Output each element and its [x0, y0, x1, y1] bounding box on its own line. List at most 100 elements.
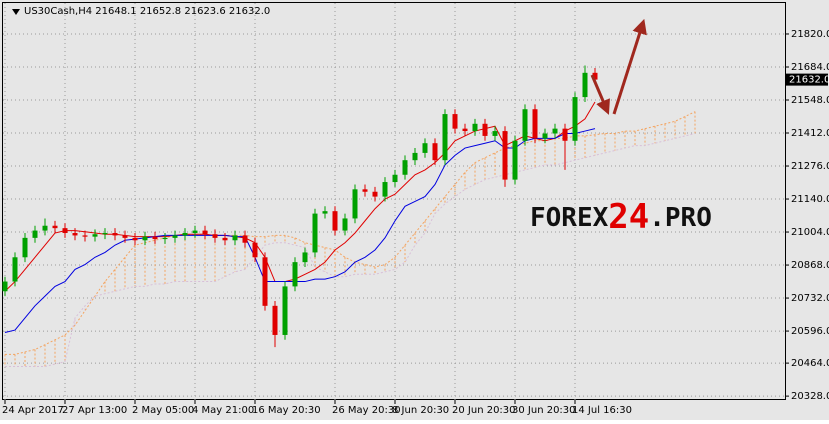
candle-body	[532, 109, 538, 139]
candle-body	[22, 237, 28, 258]
y-tick-label: 21140.0	[791, 194, 829, 205]
x-tick-label: 30 Jun 20:30	[512, 405, 576, 416]
candle-body	[12, 257, 18, 282]
candle-body	[252, 242, 258, 258]
x-tick-label: 26 May 20:30	[332, 405, 401, 416]
symbol-icon	[12, 9, 20, 15]
candle-body	[42, 225, 48, 231]
current-price-label: 21632.0	[789, 75, 829, 86]
candle-body	[502, 131, 508, 180]
candle-body	[492, 131, 498, 136]
y-tick-label: 21820.0	[791, 29, 829, 40]
y-tick-label: 20868.0	[791, 260, 829, 271]
candle-body	[2, 281, 8, 292]
candle-body	[422, 143, 428, 153]
candle-body	[482, 123, 488, 136]
y-tick-label: 20328.0	[791, 391, 829, 402]
candle-body	[512, 140, 518, 180]
candle-body	[192, 230, 198, 234]
candle-body	[272, 305, 278, 335]
candle-body	[62, 228, 68, 234]
candle-body	[412, 152, 418, 161]
y-tick-label: 20464.0	[791, 358, 829, 369]
candle-body	[472, 123, 478, 132]
y-tick-label: 21684.0	[791, 62, 829, 73]
candle-body	[322, 211, 328, 214]
arrow-up	[612, 18, 647, 115]
candle-body	[92, 234, 98, 237]
candle-body	[202, 230, 208, 235]
watermark-part: 24	[608, 197, 649, 237]
x-tick-label: 14 Jul 16:30	[572, 405, 632, 416]
indicator-line	[4, 128, 596, 334]
candle-body	[332, 211, 338, 231]
candle-body	[382, 182, 388, 197]
candle-body	[222, 237, 228, 241]
candle-body	[592, 72, 598, 80]
candle-body	[452, 114, 458, 129]
watermark: FOREX24.PRO	[530, 197, 712, 237]
arrow-down	[590, 74, 610, 115]
candle-body	[32, 230, 38, 238]
candle-body	[312, 213, 318, 253]
y-tick-label: 20732.0	[791, 293, 829, 304]
cloud-span-b	[5, 133, 696, 368]
candle-body	[142, 236, 148, 241]
candle-body	[182, 233, 188, 236]
candle-body	[442, 114, 448, 161]
candle-body	[562, 128, 568, 141]
chart-title: US30Cash,H4 21648.1 21652.8 21623.6 2163…	[24, 6, 270, 17]
candle-body	[352, 189, 358, 219]
candle-body	[432, 143, 438, 161]
candle-layer	[2, 65, 598, 348]
candle-body	[392, 174, 398, 183]
watermark-part: FOREX	[530, 203, 609, 233]
candle-body	[362, 189, 368, 192]
x-tick-label: 16 May 20:30	[252, 405, 321, 416]
y-tick-label: 21004.0	[791, 227, 829, 238]
candle-body	[212, 234, 218, 238]
candle-body	[372, 191, 378, 197]
candle-body	[82, 235, 88, 237]
candle-body	[122, 235, 128, 238]
candle-body	[402, 160, 408, 175]
y-tick-label: 20596.0	[791, 326, 829, 337]
candle-body	[172, 235, 178, 238]
candle-body	[292, 262, 298, 287]
current-price-box	[786, 73, 828, 86]
x-tick-label: 27 Apr 13:00	[62, 405, 127, 416]
candle-body	[112, 233, 118, 236]
y-tick-label: 21412.0	[791, 128, 829, 139]
candle-body	[552, 128, 558, 134]
candle-body	[582, 72, 588, 98]
candle-body	[232, 235, 238, 241]
candle-body	[152, 236, 158, 240]
x-tick-label: 4 May 21:00	[192, 405, 254, 416]
x-tick-label: 8 Jun 20:30	[392, 405, 449, 416]
candle-body	[242, 235, 248, 243]
x-tick-label: 24 Apr 2017	[2, 405, 64, 416]
candle-body	[262, 257, 268, 306]
candle-body	[72, 233, 78, 236]
x-tick-label: 20 Jun 20:30	[452, 405, 516, 416]
candle-body	[102, 233, 108, 235]
candle-body	[342, 218, 348, 231]
candle-body	[132, 237, 138, 241]
candle-body	[52, 225, 58, 229]
candle-body	[542, 133, 548, 139]
x-tick-label: 2 May 05:00	[132, 405, 194, 416]
y-tick-label: 21548.0	[791, 95, 829, 106]
plot-frame	[2, 2, 786, 400]
axis-layer: 21820.0 21684.0 21548.0 21412.0 21276.0 21140…	[2, 29, 829, 416]
watermark-part: .PRO	[649, 203, 712, 233]
candle-body	[302, 252, 308, 263]
y-tick-label: 21276.0	[791, 161, 829, 172]
candle-body	[462, 128, 468, 132]
candle-body	[522, 109, 528, 141]
candle-body	[282, 286, 288, 335]
candle-body	[162, 237, 168, 240]
candle-body	[572, 97, 578, 141]
